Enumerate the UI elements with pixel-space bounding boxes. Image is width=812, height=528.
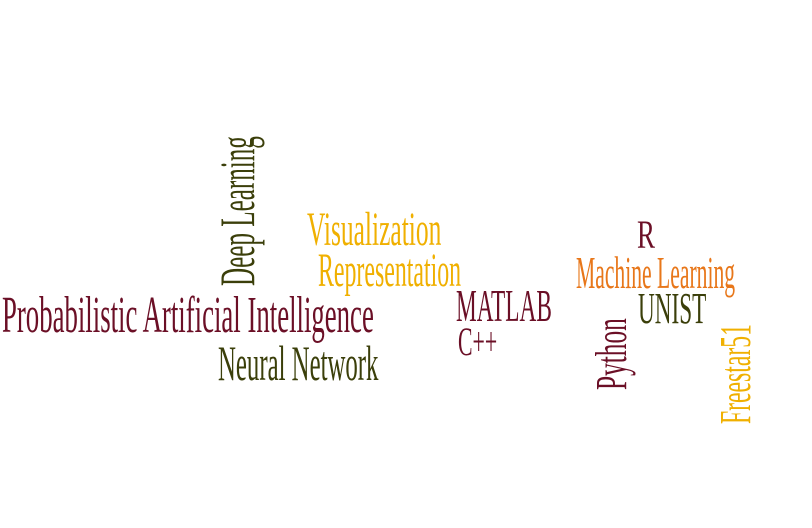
word-matlab: MATLAB [456, 280, 552, 331]
word-r: R [637, 212, 655, 257]
word-freestar51: Freestar51 [711, 324, 760, 424]
word-unist: UNIST [638, 284, 707, 333]
word-representation: Representation [318, 244, 462, 297]
word-cpp: C++ [458, 319, 498, 364]
word-deep-learning: Deep Learning [209, 136, 265, 286]
word-neural-network: Neural Network [218, 335, 379, 391]
word-machine-learning: Machine Learning [576, 247, 736, 298]
word-visualization: Visualization [307, 203, 442, 256]
word-probabilistic-artificial-intelligence: Probabilistic Artificial Intelligence [2, 287, 374, 344]
word-python: Python [587, 318, 636, 390]
